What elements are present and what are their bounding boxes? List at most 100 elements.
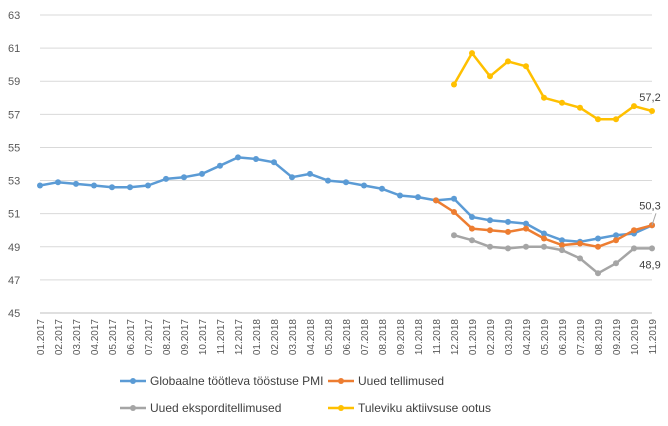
data-point	[163, 175, 169, 182]
data-point	[541, 243, 547, 250]
data-point	[37, 182, 43, 189]
data-point	[505, 58, 511, 65]
x-axis-ticks: 01.2017 02.2017 03.2017 04.2017 05.2017 06.20…	[36, 319, 659, 356]
data-point	[577, 104, 583, 111]
data-point	[595, 270, 601, 277]
x-tick-label: 07.2019	[576, 319, 587, 356]
data-point	[271, 159, 277, 166]
x-tick-label: 04.2017	[90, 319, 101, 356]
data-point	[487, 217, 493, 224]
data-point	[613, 260, 619, 267]
legend-marker	[338, 405, 344, 411]
data-point	[505, 218, 511, 225]
series-1	[433, 197, 655, 250]
data-point	[559, 99, 565, 106]
x-tick-label: 05.2018	[324, 319, 335, 356]
x-tick-label: 03.2019	[504, 319, 515, 356]
data-point	[649, 108, 655, 114]
data-point	[523, 63, 529, 70]
series-line	[39, 156, 653, 244]
data-point	[541, 94, 547, 101]
data-point	[325, 177, 331, 184]
y-tick-label: 57	[8, 109, 20, 121]
data-point	[145, 182, 151, 189]
legend-label: Uued tellimused	[358, 374, 444, 388]
data-point	[559, 237, 565, 244]
y-tick-label: 49	[8, 242, 20, 254]
label-leader	[651, 213, 657, 226]
y-tick-label: 45	[8, 308, 20, 320]
data-point	[595, 235, 601, 242]
x-tick-label: 02.2019	[486, 319, 497, 356]
x-tick-label: 04.2018	[306, 319, 317, 356]
data-point	[631, 227, 637, 234]
data-point	[577, 240, 583, 247]
x-tick-label: 09.2017	[180, 319, 191, 356]
data-point	[451, 232, 457, 239]
x-tick-label: 02.2017	[54, 319, 65, 356]
x-tick-label: 03.2018	[288, 319, 299, 356]
data-point	[451, 195, 457, 202]
legend-marker	[338, 378, 344, 384]
series-3	[451, 50, 655, 123]
x-tick-label: 09.2019	[612, 319, 623, 356]
x-tick-label: 04.2019	[522, 319, 533, 356]
data-point	[613, 116, 619, 123]
series-line	[453, 233, 652, 275]
data-point	[649, 222, 655, 229]
data-point	[451, 81, 457, 88]
y-axis-ticks: 45 47 49 51 53 55 57 59 61 63	[8, 10, 20, 320]
data-point	[541, 230, 547, 237]
data-point	[523, 243, 529, 250]
data-point	[109, 184, 115, 191]
legend-marker	[130, 405, 136, 411]
x-tick-label: 08.2017	[162, 319, 173, 356]
data-point	[127, 184, 133, 191]
y-tick-label: 55	[8, 142, 20, 154]
data-point	[469, 237, 475, 244]
legend-entry: Globaalne töötleva tööstuse PMI	[120, 374, 323, 388]
data-point	[487, 227, 493, 234]
data-point	[487, 243, 493, 250]
y-tick-label: 51	[8, 209, 20, 221]
x-tick-label: 06.2018	[342, 319, 353, 356]
data-point	[577, 255, 583, 262]
data-point	[307, 170, 313, 177]
legend-label: Globaalne töötleva tööstuse PMI	[150, 374, 323, 388]
x-tick-label: 05.2017	[108, 319, 119, 356]
data-point	[415, 194, 421, 201]
y-tick-label: 59	[8, 76, 20, 88]
data-label: 57,2	[639, 92, 660, 104]
x-tick-label: 01.2017	[36, 319, 47, 356]
series-0	[37, 154, 655, 245]
data-point	[613, 237, 619, 244]
data-labels: 57,2 50,3 48,9	[639, 92, 660, 271]
data-point	[469, 214, 475, 220]
data-point	[91, 182, 97, 189]
x-tick-label: 07.2018	[360, 319, 371, 356]
data-point	[595, 116, 601, 123]
x-tick-label: 02.2018	[270, 319, 281, 356]
data-point	[343, 179, 349, 186]
x-tick-label: 01.2018	[252, 319, 263, 356]
legend-entry: Uued eksporditellimused	[120, 401, 281, 415]
series-lines	[37, 50, 655, 277]
data-point	[73, 180, 79, 187]
data-point	[469, 50, 475, 57]
y-tick-label: 61	[8, 43, 20, 55]
data-point	[541, 235, 547, 242]
data-point	[595, 243, 601, 250]
x-tick-label: 06.2019	[558, 319, 569, 356]
data-point	[631, 245, 637, 252]
data-point	[523, 225, 529, 232]
x-tick-label: 08.2019	[594, 319, 605, 356]
legend-entry: Uued tellimused	[328, 374, 444, 388]
x-tick-label: 06.2017	[126, 319, 137, 356]
data-point	[649, 245, 655, 252]
data-point	[289, 174, 295, 181]
legend: Globaalne töötleva tööstuse PMI Uued tell…	[120, 374, 491, 415]
x-tick-label: 03.2017	[72, 319, 83, 356]
y-tick-label: 53	[8, 176, 20, 188]
data-point	[181, 174, 187, 181]
series-line	[452, 51, 653, 121]
